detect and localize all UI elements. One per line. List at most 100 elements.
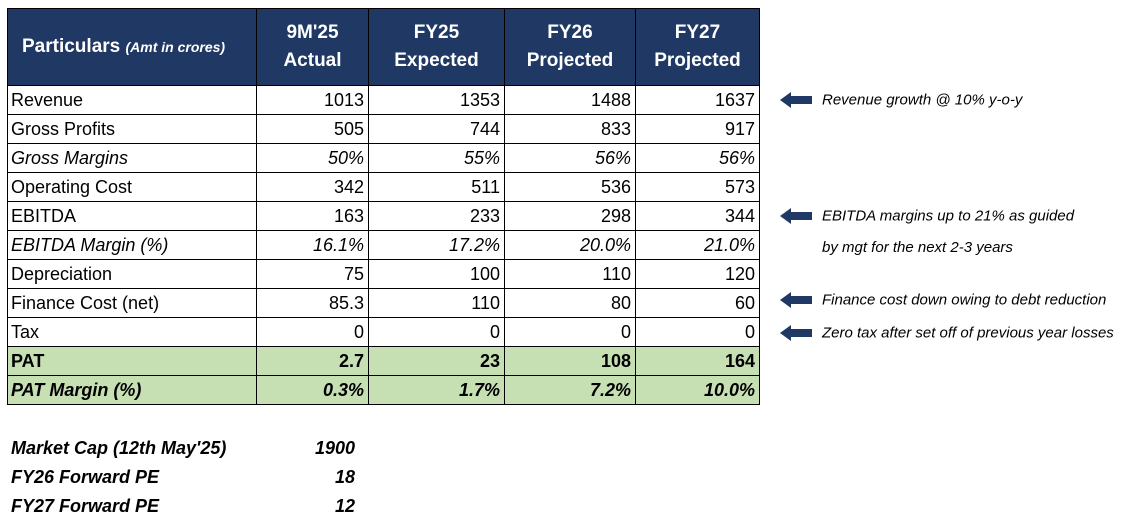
valuation-label: FY26 Forward PE bbox=[11, 467, 160, 487]
note-tax-text: Zero tax after set off of previous year … bbox=[822, 324, 1114, 342]
cell-fy26: 20.0% bbox=[504, 230, 636, 260]
header-col-line2: Expected bbox=[394, 50, 479, 71]
row-label: PAT Margin (%) bbox=[7, 375, 257, 405]
cell-9m25: 505 bbox=[256, 114, 369, 144]
header-col-line2: Projected bbox=[526, 50, 614, 71]
cell-fy27: 10.0% bbox=[635, 375, 760, 405]
row-label: Finance Cost (net) bbox=[7, 288, 257, 318]
cell-fy25: 100 bbox=[368, 259, 505, 289]
financial-table: Particulars (Amt in crores) 9M'25 Actual… bbox=[7, 8, 760, 405]
row-label: Operating Cost bbox=[7, 172, 257, 202]
valuation-label: FY27 Forward PE bbox=[11, 496, 160, 516]
note-ebitda: EBITDA margins up to 21% as guided bbox=[780, 207, 1074, 225]
cell-9m25: 16.1% bbox=[256, 230, 369, 260]
table-row-ebitda-margin: EBITDA Margin (%) 16.1% 17.2% 20.0% 21.0… bbox=[7, 230, 760, 260]
note-revenue-text: Revenue growth @ 10% y-o-y bbox=[822, 91, 1023, 109]
arrow-left-icon bbox=[780, 92, 812, 109]
cell-fy27: 1637 bbox=[635, 85, 760, 115]
header-fy27: FY27 Projected bbox=[635, 8, 760, 86]
arrow-left-icon bbox=[780, 325, 812, 342]
cell-9m25: 50% bbox=[256, 143, 369, 173]
cell-fy27: 573 bbox=[635, 172, 760, 202]
cell-9m25: 85.3 bbox=[256, 288, 369, 318]
cell-fy25: 23 bbox=[368, 346, 505, 376]
arrow-left-icon bbox=[780, 292, 812, 309]
row-label: EBITDA Margin (%) bbox=[7, 230, 257, 260]
cell-9m25: 163 bbox=[256, 201, 369, 231]
header-fy25: FY25 Expected bbox=[368, 8, 505, 86]
header-fy26: FY26 Projected bbox=[504, 8, 636, 86]
cell-fy27: 56% bbox=[635, 143, 760, 173]
header-col-line1: 9M'25 bbox=[286, 22, 339, 43]
table-row-gross-margins: Gross Margins 50% 55% 56% 56% bbox=[7, 143, 760, 173]
cell-fy26: 1488 bbox=[504, 85, 636, 115]
note-ebitda-text-line1: EBITDA margins up to 21% as guided bbox=[822, 207, 1075, 225]
table-row-operating-cost: Operating Cost 342 511 536 573 bbox=[7, 172, 760, 202]
note-finance: Finance cost down owing to debt reductio… bbox=[780, 291, 1106, 309]
note-ebitda-text-line2: by mgt for the next 2-3 years bbox=[822, 239, 1013, 256]
cell-fy25: 0 bbox=[368, 317, 505, 347]
cell-fy26: 0 bbox=[504, 317, 636, 347]
cell-fy25: 17.2% bbox=[368, 230, 505, 260]
cell-fy26: 110 bbox=[504, 259, 636, 289]
cell-fy27: 344 bbox=[635, 201, 760, 231]
cell-fy26: 298 bbox=[504, 201, 636, 231]
valuation-label: Market Cap (12th May'25) bbox=[11, 438, 227, 458]
table-row-gross-profits: Gross Profits 505 744 833 917 bbox=[7, 114, 760, 144]
cell-fy26: 833 bbox=[504, 114, 636, 144]
cell-fy25: 110 bbox=[368, 288, 505, 318]
row-label: Tax bbox=[7, 317, 257, 347]
table-row-pat-margin: PAT Margin (%) 0.3% 1.7% 7.2% 10.0% bbox=[7, 375, 760, 405]
header-particulars-label: Particulars bbox=[22, 36, 121, 57]
valuation-value: 12 bbox=[334, 496, 355, 516]
row-label: Gross Profits bbox=[7, 114, 257, 144]
cell-fy25: 1.7% bbox=[368, 375, 505, 405]
note-tax: Zero tax after set off of previous year … bbox=[780, 324, 1114, 342]
cell-9m25: 2.7 bbox=[256, 346, 369, 376]
cell-9m25: 342 bbox=[256, 172, 369, 202]
valuation-value: 18 bbox=[334, 467, 355, 487]
cell-fy27: 164 bbox=[635, 346, 760, 376]
cell-fy27: 917 bbox=[635, 114, 760, 144]
header-col-line2: Projected bbox=[654, 50, 741, 71]
cell-fy25: 55% bbox=[368, 143, 505, 173]
table-row-depreciation: Depreciation 75 100 110 120 bbox=[7, 259, 760, 289]
cell-9m25: 75 bbox=[256, 259, 369, 289]
cell-fy25: 744 bbox=[368, 114, 505, 144]
cell-fy27: 60 bbox=[635, 288, 760, 318]
table-header-row: Particulars (Amt in crores) 9M'25 Actual… bbox=[7, 8, 760, 86]
table-row-pat: PAT 2.7 23 108 164 bbox=[7, 346, 760, 376]
row-label: EBITDA bbox=[7, 201, 257, 231]
header-particulars: Particulars (Amt in crores) bbox=[7, 8, 257, 86]
note-revenue: Revenue growth @ 10% y-o-y bbox=[780, 91, 1022, 109]
cell-fy26: 7.2% bbox=[504, 375, 636, 405]
cell-9m25: 0.3% bbox=[256, 375, 369, 405]
row-label: Gross Margins bbox=[7, 143, 257, 173]
cell-fy26: 108 bbox=[504, 346, 636, 376]
cell-9m25: 1013 bbox=[256, 85, 369, 115]
valuation-value: 1900 bbox=[314, 438, 355, 458]
table-row-ebitda: EBITDA 163 233 298 344 bbox=[7, 201, 760, 231]
header-col-line1: FY26 bbox=[547, 22, 593, 43]
cell-fy25: 1353 bbox=[368, 85, 505, 115]
table-row-tax: Tax 0 0 0 0 bbox=[7, 317, 760, 347]
header-col-line1: FY25 bbox=[413, 22, 460, 43]
row-label: PAT bbox=[7, 346, 257, 376]
arrow-left-icon bbox=[780, 208, 812, 225]
note-finance-text: Finance cost down owing to debt reductio… bbox=[822, 291, 1107, 309]
table-row-finance-cost: Finance Cost (net) 85.3 110 80 60 bbox=[7, 288, 760, 318]
cell-fy27: 21.0% bbox=[635, 230, 760, 260]
cell-fy26: 536 bbox=[504, 172, 636, 202]
header-col-line1: FY27 bbox=[674, 22, 721, 43]
cell-fy25: 233 bbox=[368, 201, 505, 231]
cell-fy25: 511 bbox=[368, 172, 505, 202]
cell-fy27: 120 bbox=[635, 259, 760, 289]
header-col-line2: Actual bbox=[283, 50, 342, 71]
cell-fy26: 56% bbox=[504, 143, 636, 173]
header-9m25: 9M'25 Actual bbox=[256, 8, 369, 86]
cell-9m25: 0 bbox=[256, 317, 369, 347]
row-label: Depreciation bbox=[7, 259, 257, 289]
row-label: Revenue bbox=[7, 85, 257, 115]
header-particulars-note: (Amt in crores) bbox=[125, 39, 226, 55]
cell-fy27: 0 bbox=[635, 317, 760, 347]
